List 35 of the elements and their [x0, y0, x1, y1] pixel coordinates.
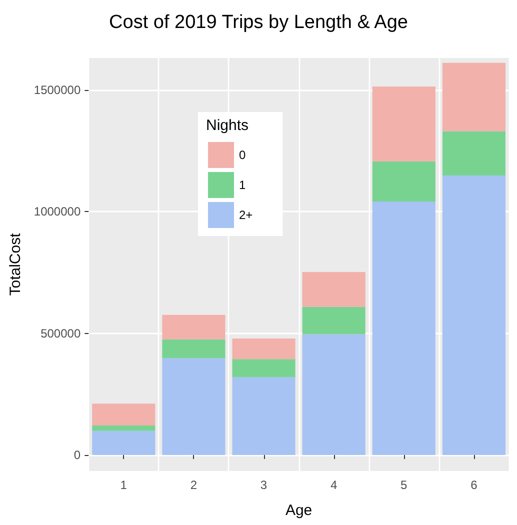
bar — [92, 430, 156, 455]
bar — [372, 86, 436, 162]
x-tick-label: 1 — [120, 478, 128, 492]
y-tick-label: 1500000 — [34, 83, 81, 98]
bar — [372, 202, 436, 455]
x-tick-label: 3 — [260, 478, 268, 492]
bar — [442, 131, 506, 176]
y-tick-label: 1000000 — [34, 204, 81, 219]
x-tick-label: 2 — [190, 478, 198, 492]
bar — [162, 358, 226, 455]
bar — [92, 426, 156, 431]
y-tick-label: 0 — [74, 448, 81, 462]
bar — [232, 338, 296, 360]
bar — [302, 272, 366, 307]
bar — [92, 404, 156, 426]
legend-label: 1 — [239, 178, 246, 192]
y-tick-label: 500000 — [40, 326, 81, 340]
legend-label: 0 — [239, 148, 246, 162]
x-tick-label: 6 — [470, 478, 478, 492]
bar — [442, 175, 506, 455]
legend-title: Nights — [206, 117, 249, 134]
bar — [232, 359, 296, 378]
x-tick-label: 5 — [400, 478, 408, 492]
bar — [232, 377, 296, 455]
bar — [162, 339, 226, 358]
x-tick-label: 4 — [330, 478, 338, 492]
legend-label: 2+ — [239, 208, 253, 222]
bar — [372, 161, 436, 202]
bar — [442, 62, 506, 132]
bar — [302, 334, 366, 455]
y-axis-title: TotalCost — [7, 232, 24, 296]
chart-title: Cost of 2019 Trips by Length & Age — [109, 12, 408, 33]
bar — [302, 306, 366, 334]
x-axis-title: Age — [285, 502, 312, 519]
bar — [162, 314, 226, 340]
